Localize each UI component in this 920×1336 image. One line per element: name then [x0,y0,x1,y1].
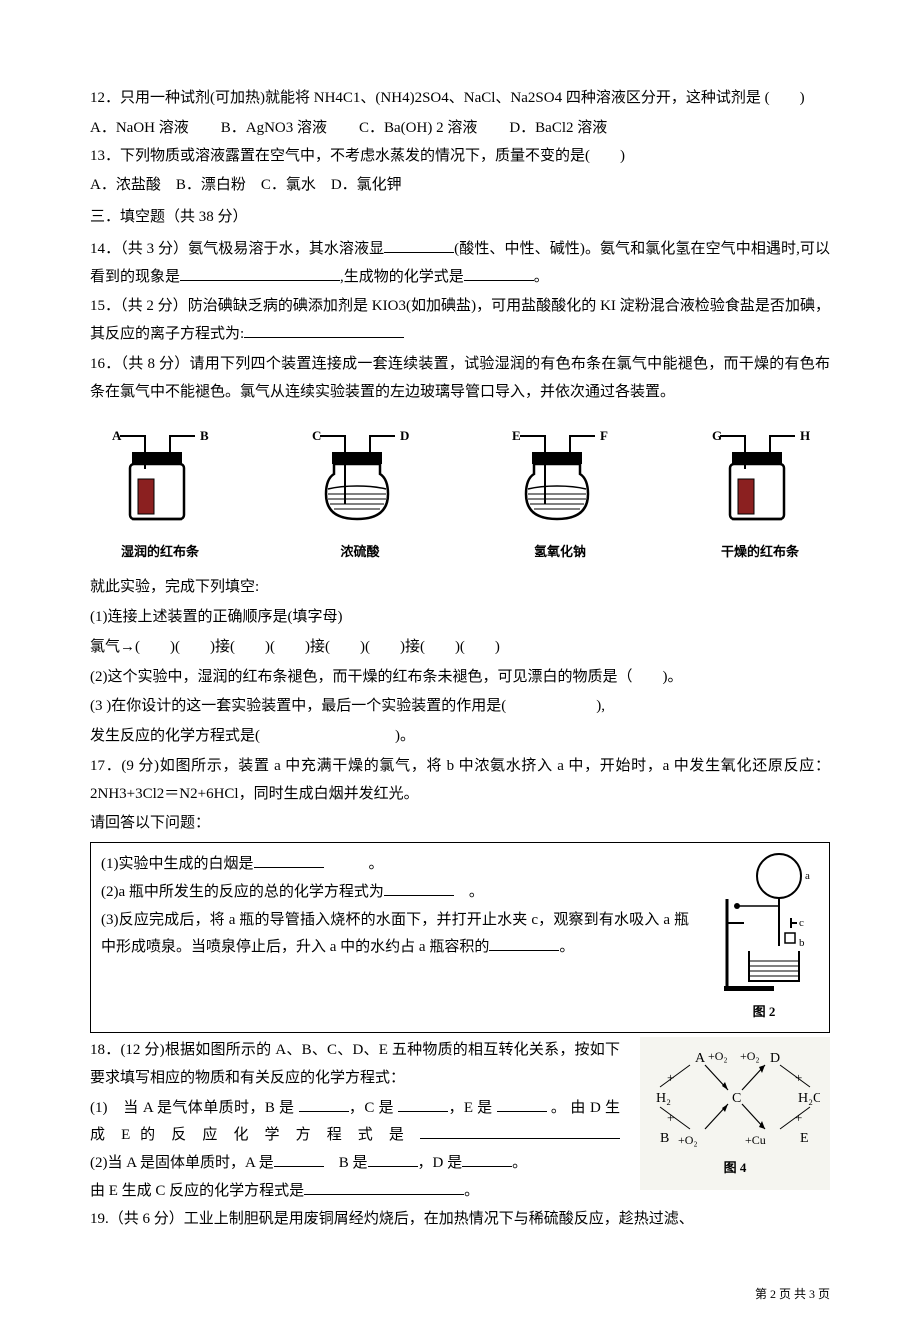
label-d: D [400,428,409,443]
svg-text:+: + [795,1070,802,1085]
svg-text:B: B [660,1131,669,1146]
question-12-options: A．NaOH 溶液 B．AgNO3 溶液 C．Ba(OH) 2 溶液 D．BaC… [90,115,830,143]
q17-sub3-pre: (3)反应完成后，将 a 瓶的导管插入烧杯的水面下，并打开止水夹 c，观察到有水… [101,912,689,956]
apparatus-cd: C D 浓硫酸 [290,424,430,564]
blank [384,895,454,896]
page-footer: 第 2 页 共 3 页 [90,1283,830,1305]
apparatus-gh: G H 干燥的红布条 [690,424,830,564]
opt-c: C．Ba(OH) 2 溶液 [359,115,477,143]
question-13-options: A．浓盐酸 B．漂白粉 C．氯水 D．氯化钾 [90,172,830,200]
blank [244,337,404,338]
apparatus-ab: A B 湿润的红布条 [90,424,230,564]
svg-text:+: + [667,1070,674,1085]
blank [274,1166,324,1167]
blank [304,1194,464,1195]
q18-sub2l2-pre: 由 E 生成 C 反应的化学方程式是 [90,1183,304,1199]
q16-sub1-line: 氯气→( )( )接( )( )接( )( )接( )( ) [90,634,830,662]
q16-after: 就此实验，完成下列填空: [90,574,830,602]
q18-sub2-mid2: ，D 是 [418,1155,463,1171]
caption-ab: 湿润的红布条 [121,540,199,564]
q17-sub1-suf: 。 [324,856,384,872]
svg-text:+O₂: +O₂ [740,1049,760,1063]
blank [368,1166,418,1167]
caption-cd: 浓硫酸 [340,540,379,564]
label-c: C [312,428,321,443]
label-e: E [512,428,521,443]
question-13: 13．下列物质或溶液露置在空气中，不考虑水蒸发的情况下，质量不变的是( ) [90,143,830,171]
question-12: 12．只用一种试剂(可加热)就能将 NH4C1、(NH4)2SO4、NaCl、N… [90,85,830,113]
opt-a: A．NaOH 溶液 [90,115,189,143]
svg-text:H₂O: H₂O [798,1091,820,1106]
caption-ef: 氢氧化钠 [534,540,586,564]
question-17-intro: 17．(9 分)如图所示，装置 a 中充满干燥的氯气，将 b 中浓氨水挤入 a … [90,753,830,809]
q17-sub1-pre: (1)实验中生成的白烟是 [101,856,254,872]
apparatus-ef: E F 氢氧化钠 [490,424,630,564]
svg-text:D: D [770,1051,780,1066]
svg-text:b: b [799,937,805,949]
svg-text:+O₂: +O₂ [678,1133,698,1147]
blank [420,1138,620,1139]
blank [299,1111,349,1112]
label-b: B [200,428,209,443]
apparatus-diagram-row: A B 湿润的红布条 C D 浓硫酸 E F [90,424,830,564]
question-16-intro: 16．（共 8 分）请用下列四个装置连接成一套连续装置，试验湿润的有色布条在氯气… [90,351,830,407]
blank [497,1111,547,1112]
blank [398,1111,448,1112]
q18-sub1-pre: (1) 当 A 是气体单质时，B 是 [90,1100,299,1116]
q18-sub2-suf: 。 [512,1155,527,1171]
question-19: 19.（共 6 分）工业上制胆矾是用废铜屑经灼烧后，在加热情况下与稀硫酸反应，趁… [90,1206,830,1234]
blank [464,280,534,281]
q14-suffix: 。 [534,269,549,285]
figure-4-caption: 图 4 [724,1156,747,1180]
svg-text:a: a [805,870,810,882]
section-3-title: 三．填空题（共 38 分） [90,204,830,232]
q18-sub1-mid1: ，C 是 [349,1100,399,1116]
blank [180,280,340,281]
svg-text:c: c [799,917,804,929]
q16-sub3a: (3 )在你设计的这一套实验装置中，最后一个实验装置的作用是( ), [90,693,830,721]
svg-text:+: + [667,1110,674,1125]
caption-gh: 干燥的红布条 [721,540,799,564]
question-14: 14．（共 3 分）氨气极易溶于水，其水溶液显(酸性、中性、碱性)。氨气和氯化氢… [90,236,830,292]
q14-prefix: 14．（共 3 分）氨气极易溶于水，其水溶液显 [90,241,384,257]
svg-text:H₂: H₂ [656,1091,671,1106]
q18-sub1-mid2: ，E 是 [448,1100,497,1116]
blank [254,867,324,868]
blank [462,1166,512,1167]
q17-sub3-suf: 。 [559,939,574,955]
q18-sub2-pre: (2)当 A 是固体单质时，A 是 [90,1155,274,1171]
q17-sub2-suf: 。 [454,884,484,900]
question-17-prompt: 请回答以下问题： [90,810,830,838]
svg-text:C: C [732,1091,741,1106]
question-17-box: a c b 图 2 (1)实验中生成的白烟是 。 (2)a 瓶中所发生的反应的总… [90,842,830,1033]
q16-sub3b: 发生反应的化学方程式是( )。 [90,723,830,751]
figure-2-caption: 图 2 [753,1000,776,1024]
svg-text:+Cu: +Cu [745,1133,766,1147]
q18-sub2l2-suf: 。 [464,1183,479,1199]
q14-mid2: ,生成物的化学式是 [340,269,464,285]
opt-b: B．AgNO3 溶液 [221,115,327,143]
question-18-block: A D H₂ H₂O B E C + + + + +O₂ +O₂ +O₂ +Cu [90,1037,830,1206]
label-h: H [800,428,810,443]
figure-4: A D H₂ H₂O B E C + + + + +O₂ +O₂ +O₂ +Cu [640,1037,830,1190]
blank [489,950,559,951]
q17-sub2-pre: (2)a 瓶中所发生的反应的总的化学方程式为 [101,884,384,900]
blank [384,252,454,253]
label-f: F [600,428,608,443]
q15-prefix: 15．（共 2 分）防治碘缺乏病的碘添加剂是 KIO3(如加碘盐)，可用盐酸酸化… [90,298,830,342]
figure-2: a c b 图 2 [709,851,819,1024]
svg-text:+: + [795,1110,802,1125]
q16-sub1: (1)连接上述装置的正确顺序是(填字母) [90,604,830,632]
q16-sub2: (2)这个实验中，湿润的红布条褪色，而干燥的红布条未褪色，可见漂白的物质是（ )… [90,664,830,692]
svg-text:E: E [800,1131,809,1146]
question-15: 15．（共 2 分）防治碘缺乏病的碘添加剂是 KIO3(如加碘盐)，可用盐酸酸化… [90,293,830,349]
q18-sub2-mid1: B 是 [324,1155,368,1171]
svg-text:+O₂: +O₂ [708,1049,728,1063]
opt-d: D．BaCl2 溶液 [509,115,607,143]
svg-text:A: A [695,1051,706,1066]
